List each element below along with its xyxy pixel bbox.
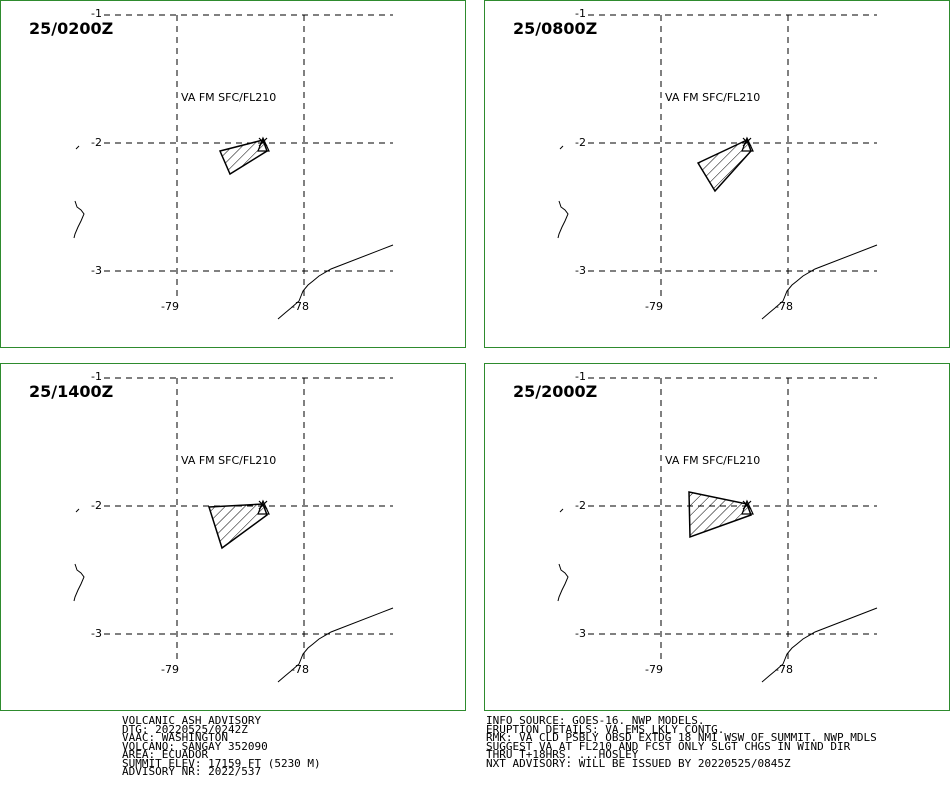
- advisory-info-right: INFO SOURCE: GOES-16. NWP MODELS. ERUPTIO…: [486, 714, 877, 770]
- map-panel-4: 25/2000Z VA FM SFC/FL210 -1 -2 -3 -79 -7…: [484, 363, 950, 711]
- volcano-marker: [257, 136, 270, 152]
- border-line: [277, 244, 394, 320]
- lat-label-mid: -2: [575, 499, 586, 512]
- lon-label-78: -78: [291, 300, 309, 313]
- lon-label-79: -79: [645, 663, 663, 676]
- lon-label-79: -79: [161, 300, 179, 313]
- lon-label-78: -78: [775, 663, 793, 676]
- advisory-line: AREA: ECUADOR: [122, 748, 209, 761]
- coastline: [73, 508, 394, 683]
- forecast-time: 25/1400Z: [29, 382, 114, 401]
- advisory-line: DTG: 20220525/0242Z: [122, 722, 248, 736]
- volcano-marker: [741, 136, 754, 152]
- advisory-line: THRU T+18HRS. ...HOSLEY: [486, 748, 639, 761]
- advisory-info-left: VOLCANIC ASH ADVISORY DTG: 20220525/0242Z…: [122, 714, 321, 778]
- ash-cloud-polygon: [207, 503, 268, 550]
- volcano-marker: [741, 499, 754, 515]
- forecast-time: 25/2000Z: [513, 382, 598, 401]
- lon-label-79: -79: [645, 300, 663, 313]
- va-level-label: VA FM SFC/FL210: [181, 91, 277, 104]
- lat-label-top: -1: [91, 370, 102, 383]
- lon-label-79: -79: [161, 663, 179, 676]
- lat-label-bot: -3: [575, 627, 586, 640]
- lat-label-top: -1: [575, 370, 586, 383]
- va-level-label: VA FM SFC/FL210: [665, 454, 761, 467]
- lat-label-top: -1: [91, 7, 102, 20]
- va-level-label: VA FM SFC/FL210: [181, 454, 277, 467]
- advisory-line: INFO SOURCE: GOES-16. NWP MODELS.: [486, 714, 705, 727]
- map-panel-2: 25/0800Z VA FM SFC/FL210 -1 -2 -3 -79 -7…: [484, 0, 950, 348]
- map-graphic: [73, 377, 394, 683]
- advisory-line: ERUPTION DETAILS: VA EMS LKLY CONTG.: [486, 722, 725, 736]
- va-level-label: VA FM SFC/FL210: [665, 91, 761, 104]
- forecast-time: 25/0200Z: [29, 19, 114, 38]
- forecast-time: 25/0800Z: [513, 19, 598, 38]
- map-panel-1: 25/0200Z VA FM SFC/FL210 -1 -2 -3 -79 -7…: [0, 0, 466, 348]
- lat-label-mid: -2: [575, 136, 586, 149]
- lat-label-bot: -3: [575, 264, 586, 277]
- lat-label-bot: -3: [91, 264, 102, 277]
- lat-label-mid: -2: [91, 499, 102, 512]
- advisory-line: SUGGEST VA AT FL210 AND FCST ONLY SLGT C…: [486, 739, 851, 753]
- advisory-line: VAAC: WASHINGTON: [122, 731, 228, 744]
- advisory-line: SUMMIT ELEV: 17159 FT (5230 M): [122, 756, 321, 770]
- map-panel-3: 25/1400Z VA FM SFC/FL210 -1 -2 -3 -79 -7…: [0, 363, 466, 711]
- coastline: [73, 145, 394, 320]
- border-line: [277, 607, 394, 683]
- lon-label-78: -78: [775, 300, 793, 313]
- coastline: [557, 145, 878, 320]
- coastline: [557, 508, 878, 683]
- map-graphic: [557, 14, 878, 320]
- volcano-marker: [257, 499, 270, 515]
- advisory-line: ADVISORY NR: 2022/537: [122, 765, 262, 778]
- lon-label-78: -78: [291, 663, 309, 676]
- lat-label-mid: -2: [91, 136, 102, 149]
- advisory-line: NXT ADVISORY: WILL BE ISSUED BY 20220525…: [486, 756, 791, 770]
- lat-label-top: -1: [575, 7, 586, 20]
- advisory-line: RMK: VA CLD PSBLY OBSD EXTDG 18 NMI WSW …: [486, 731, 877, 744]
- lat-label-bot: -3: [91, 627, 102, 640]
- border-line: [761, 607, 878, 683]
- ash-cloud-polygon: [688, 491, 752, 539]
- map-graphic: [557, 377, 878, 683]
- border-line: [761, 244, 878, 320]
- advisory-line: VOLCANO: SANGAY 352090: [122, 739, 268, 753]
- grid-lines: [588, 14, 877, 297]
- advisory-line: VOLCANIC ASH ADVISORY: [122, 714, 262, 727]
- map-graphic: [73, 14, 394, 320]
